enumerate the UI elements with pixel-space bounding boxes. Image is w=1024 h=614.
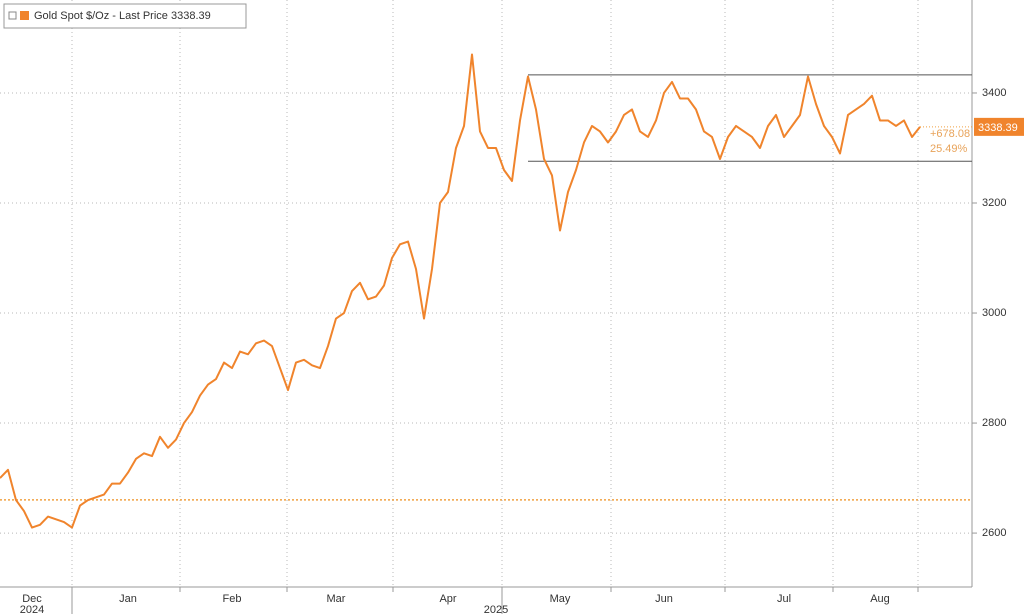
x-ticks xyxy=(71,587,919,614)
y-tick-label: 3000 xyxy=(982,307,1006,319)
x-tick-label: May xyxy=(550,593,571,605)
y-tick-label: 3200 xyxy=(982,197,1006,209)
legend: Gold Spot $/Oz - Last Price 3338.39 xyxy=(3,3,247,29)
last-price-box xyxy=(974,117,1024,136)
legend-series-name: Gold Spot $/Oz xyxy=(34,10,109,22)
legend-last-price: 3338.39 xyxy=(171,10,211,22)
x-tick-label: Apr xyxy=(439,593,456,605)
x-year-label: 2025 xyxy=(484,604,508,614)
change-annotation: +678.08 xyxy=(930,128,970,140)
y-tick-label: 2800 xyxy=(982,417,1006,429)
legend-text: Gold Spot $/Oz - Last Price 3338.39 xyxy=(34,10,211,22)
y-tick-label: 3400 xyxy=(982,87,1006,99)
x-tick-label: Feb xyxy=(223,593,242,605)
month-grid xyxy=(71,0,919,587)
x-tick-label: Aug xyxy=(870,593,890,605)
x-tick-label: Mar xyxy=(327,593,346,605)
x-tick-label: Dec xyxy=(22,593,42,605)
y-tick-label: 2600 xyxy=(982,527,1006,539)
last-price-label: 3338.39 xyxy=(978,122,1018,134)
legend-swatch xyxy=(20,11,29,20)
legend-suffix: - Last Price xyxy=(112,10,168,22)
change-pct-annotation: 25.49% xyxy=(930,143,968,155)
x-tick-label: Jan xyxy=(119,593,137,605)
legend-toggle xyxy=(8,11,17,20)
legend-box xyxy=(3,3,247,29)
x-year-label: 2024 xyxy=(20,604,44,614)
x-tick-label: Jul xyxy=(777,593,791,605)
x-tick-label: Jun xyxy=(655,593,673,605)
price-line xyxy=(0,53,921,529)
